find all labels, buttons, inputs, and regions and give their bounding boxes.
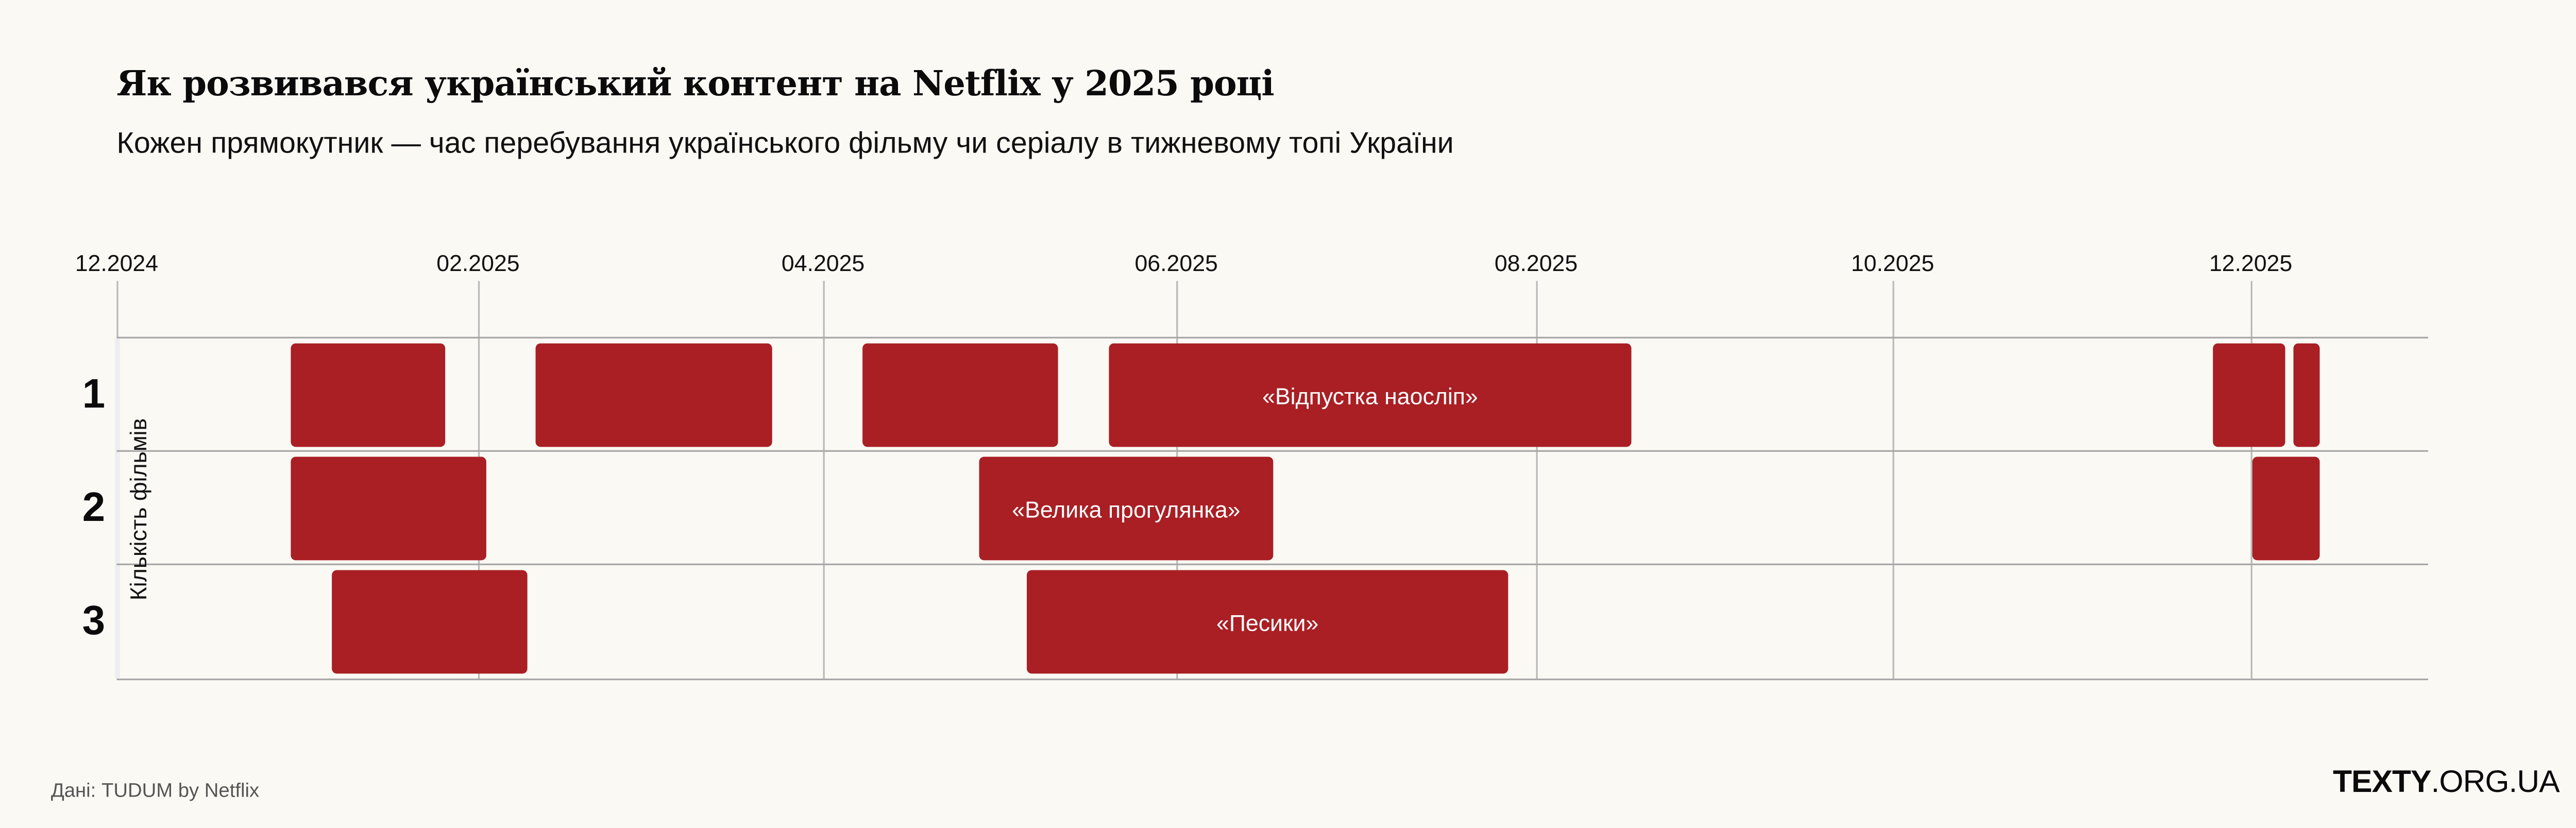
timeline-bar [291,457,486,561]
chart-title: Як розвивався український контент на Net… [116,62,1274,104]
timeline-bar [2293,343,2320,447]
timeline-bar: «Відпустка наосліп» [1109,343,1632,447]
data-source: Дані: TUDUM by Netflix [50,779,260,802]
y-tick-2: 2 [82,484,106,531]
x-tick-label: 12.2025 [2209,249,2293,276]
x-tick-label: 08.2025 [1494,249,1578,276]
row-divider [116,678,2429,681]
y-tick-1: 1 [82,371,106,417]
timeline-bar: «Песики» [1026,570,1509,674]
y-axis-title: Кількість фільмів [125,418,151,601]
row-divider [116,336,2429,339]
bar-label: «Велика прогулянка» [1012,495,1241,522]
x-tick-label: 06.2025 [1134,249,1218,276]
x-gridline [823,281,825,679]
x-tick-label: 10.2025 [1851,249,1935,276]
row-divider [116,450,2429,452]
x-tick-label: 04.2025 [781,249,865,276]
logo-domain: .ORG.UA [2431,765,2560,800]
texty-logo: TEXTY.ORG.UA [2333,766,2560,802]
x-gridline [1892,281,1894,679]
timeline-bar: «Велика прогулянка» [979,457,1274,561]
x-tick-label: 02.2025 [436,249,520,276]
x-tick-label: 12.2024 [75,249,159,276]
y-axis-line [115,338,120,679]
bar-label: «Відпустка наосліп» [1262,382,1478,409]
row-divider [116,563,2429,565]
timeline-bar [291,343,446,447]
timeline-bar [2213,343,2285,447]
x-gridline [1536,281,1538,679]
logo-bold: TEXTY [2333,765,2431,800]
x-gridline [2250,281,2252,679]
bar-label: «Песики» [1216,609,1319,635]
timeline-bar [862,343,1058,447]
timeline-bar [332,570,528,674]
timeline-bar [2252,457,2320,561]
y-tick-3: 3 [82,598,106,645]
chart-subtitle: Кожен прямокутник — час перебування укра… [116,126,1454,160]
timeline-bar [535,343,772,447]
